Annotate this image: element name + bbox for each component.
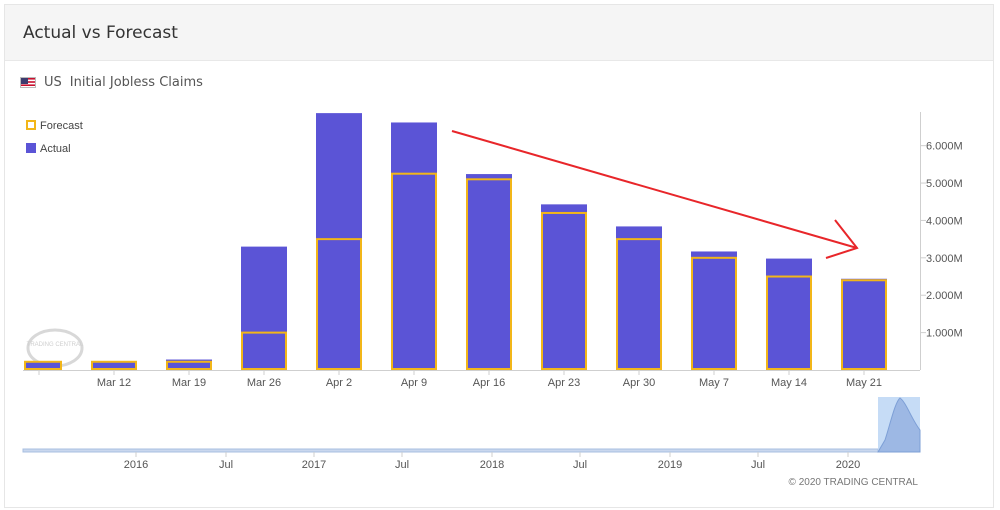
navigator-label: 2020 bbox=[836, 459, 860, 471]
forecast-bar bbox=[841, 279, 887, 370]
actual-bar bbox=[541, 204, 587, 370]
actual-bar bbox=[166, 359, 212, 370]
watermark-ring bbox=[26, 328, 84, 368]
forecast-bar bbox=[166, 360, 212, 371]
navigator-label: Jul bbox=[573, 459, 587, 471]
actual-bar bbox=[766, 258, 812, 370]
us-flag-icon bbox=[20, 76, 36, 88]
legend-forecast-swatch bbox=[26, 120, 36, 130]
navigator-label: Jul bbox=[395, 459, 409, 471]
forecast-bar bbox=[391, 172, 437, 370]
series-indicator: Initial Jobless Claims bbox=[69, 74, 203, 90]
actual-bar bbox=[241, 246, 287, 370]
navigator-label: Jul bbox=[219, 459, 233, 471]
panel-title: Actual vs Forecast bbox=[23, 23, 178, 43]
navigator-label: 2017 bbox=[302, 459, 326, 471]
forecast-bar bbox=[616, 238, 662, 370]
navigator-label: Jul bbox=[751, 459, 765, 471]
watermark-logo: TRADING CENTRAL bbox=[26, 328, 84, 368]
x-tick-label: Apr 30 bbox=[623, 377, 655, 389]
x-tick-label: Apr 16 bbox=[473, 377, 505, 389]
x-tick-label: Apr 9 bbox=[401, 377, 427, 389]
forecast-bar bbox=[466, 178, 512, 370]
forecast-bar bbox=[91, 360, 137, 371]
navigator-label: 2018 bbox=[480, 459, 504, 471]
y-tick-label: 6.000M bbox=[926, 141, 963, 153]
navigator-series bbox=[22, 448, 879, 453]
legend-forecast-label: Forecast bbox=[40, 120, 83, 132]
y-tick-label: 3.000M bbox=[926, 253, 963, 265]
actual-bar bbox=[466, 174, 512, 370]
panel-header: Actual vs Forecast bbox=[5, 5, 993, 61]
x-tick-label: Apr 23 bbox=[548, 377, 580, 389]
trend-arrow-line bbox=[451, 130, 858, 249]
forecast-bar bbox=[241, 331, 287, 371]
actual-bar bbox=[91, 362, 137, 370]
navigator-spike bbox=[877, 397, 921, 453]
x-tick-label: May 14 bbox=[771, 377, 807, 389]
forecast-bar bbox=[691, 256, 737, 370]
series-country: US bbox=[44, 74, 62, 90]
navigator: 2016 Jul 2017 Jul 2018 Jul 2019 Jul 2020 bbox=[22, 397, 921, 471]
forecast-bar bbox=[316, 238, 362, 370]
y-tick-label: 4.000M bbox=[926, 215, 963, 227]
actual-bar bbox=[24, 362, 62, 370]
legend-actual-swatch bbox=[26, 143, 36, 153]
x-tick-label: Mar 26 bbox=[247, 377, 281, 389]
y-tick-label: 5.000M bbox=[926, 178, 963, 190]
x-tick-label: May 7 bbox=[699, 377, 729, 389]
actual-bar bbox=[841, 278, 887, 370]
y-tick-label: 2.000M bbox=[926, 290, 963, 302]
forecast-bar bbox=[766, 275, 812, 370]
legend-actual-label: Actual bbox=[40, 143, 71, 155]
x-tick-label: Mar 19 bbox=[172, 377, 206, 389]
credit-text: © 2020 TRADING CENTRAL bbox=[789, 477, 919, 488]
x-tick-label: Mar 12 bbox=[97, 377, 131, 389]
navigator-label: 2016 bbox=[124, 459, 148, 471]
actual-bar bbox=[316, 113, 362, 371]
navigator-label: 2019 bbox=[658, 459, 682, 471]
actual-bar bbox=[691, 251, 737, 370]
x-tick-label: Apr 2 bbox=[326, 377, 352, 389]
y-tick-label: 1.000M bbox=[926, 328, 963, 340]
trend-arrow-head bbox=[825, 219, 859, 259]
actual-bar bbox=[391, 122, 437, 370]
forecast-bar bbox=[24, 360, 62, 371]
actual-bar bbox=[616, 226, 662, 370]
x-tick-label: May 21 bbox=[846, 377, 882, 389]
forecast-bar bbox=[541, 211, 587, 370]
watermark-text: TRADING CENTRAL bbox=[27, 342, 84, 348]
series-info: US Initial Jobless Claims bbox=[20, 73, 203, 91]
